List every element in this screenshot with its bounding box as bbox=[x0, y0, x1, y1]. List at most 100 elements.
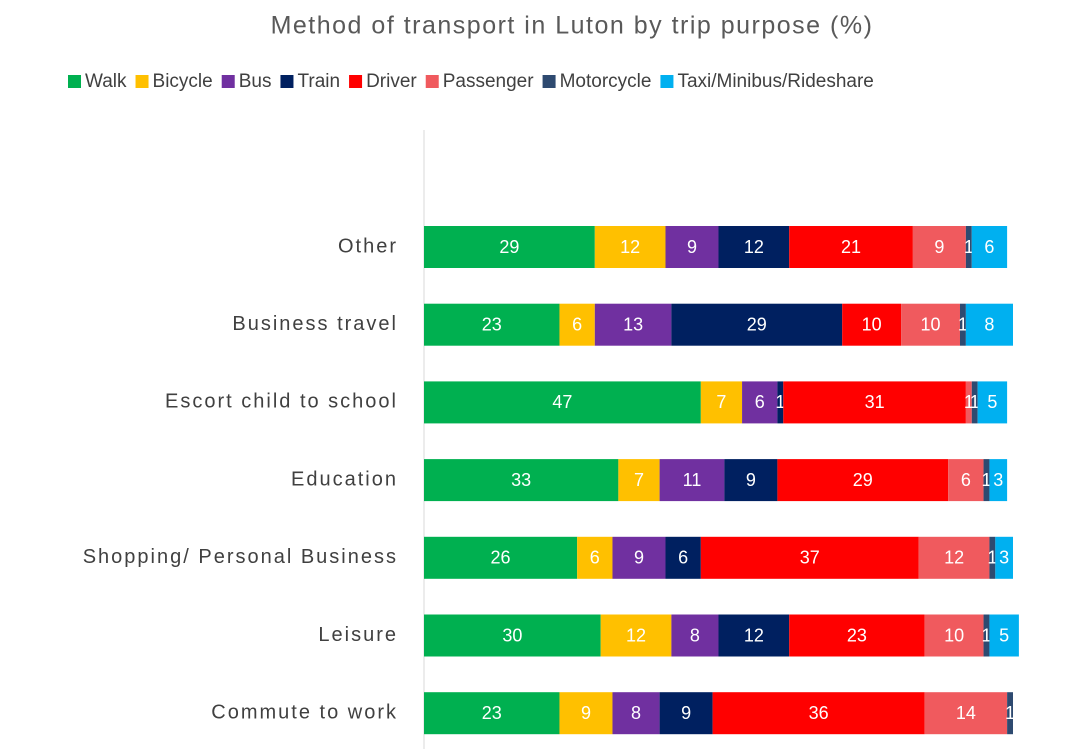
bar-segment bbox=[924, 692, 1008, 735]
data-label: 9 bbox=[634, 548, 644, 568]
category-label: Leisure bbox=[318, 624, 398, 646]
category-label: Other bbox=[338, 235, 398, 257]
bar-segment bbox=[559, 303, 595, 346]
data-label: 9 bbox=[681, 703, 691, 723]
data-label: 6 bbox=[984, 237, 994, 257]
bar-segment bbox=[594, 303, 672, 346]
data-label: 10 bbox=[862, 314, 882, 334]
data-label: 12 bbox=[744, 237, 764, 257]
data-label: 47 bbox=[552, 392, 572, 412]
legend-swatch bbox=[221, 75, 235, 88]
data-label: 6 bbox=[755, 392, 765, 412]
data-label: 1 bbox=[1005, 703, 1015, 723]
data-label: 33 bbox=[511, 470, 531, 490]
bar-segment bbox=[971, 226, 1008, 268]
bar-segment bbox=[959, 303, 966, 346]
bar-segment bbox=[577, 536, 613, 579]
bar-segment bbox=[724, 459, 778, 502]
bar-segment bbox=[718, 226, 790, 268]
data-label: 26 bbox=[491, 548, 511, 568]
bar-segment bbox=[700, 381, 743, 424]
data-label: 31 bbox=[865, 392, 885, 412]
data-label: 21 bbox=[841, 237, 861, 257]
bar-segment bbox=[1007, 692, 1013, 735]
legend-label: Motorcycle bbox=[560, 71, 652, 92]
category-label: Business travel bbox=[232, 313, 398, 335]
data-label: 8 bbox=[984, 314, 994, 334]
bar-segment bbox=[671, 614, 719, 657]
data-label: 3 bbox=[999, 548, 1009, 568]
bar-segment bbox=[659, 459, 725, 502]
bar-segment bbox=[948, 459, 984, 502]
bar-segment bbox=[989, 459, 1008, 502]
bar-segment bbox=[424, 536, 578, 579]
legend-label: Taxi/Minibus/Rideshare bbox=[677, 71, 873, 92]
data-label: 5 bbox=[999, 625, 1009, 645]
legend-label: Bicycle bbox=[153, 71, 213, 92]
data-label: 9 bbox=[687, 237, 697, 257]
bar-segment bbox=[424, 381, 701, 424]
bar-segment bbox=[612, 692, 660, 735]
data-label: 12 bbox=[620, 237, 640, 257]
data-label: 1 bbox=[964, 237, 974, 257]
data-label: 1 bbox=[970, 392, 980, 412]
data-label: 8 bbox=[690, 625, 700, 645]
bar-segment bbox=[612, 536, 666, 579]
bar-segment bbox=[965, 381, 972, 424]
bar-segment bbox=[665, 536, 701, 579]
data-label: 7 bbox=[716, 392, 726, 412]
data-label: 5 bbox=[987, 392, 997, 412]
data-label: 6 bbox=[590, 548, 600, 568]
category-label: Escort child to school bbox=[165, 391, 398, 413]
legend-swatch bbox=[349, 75, 363, 88]
bar-segment bbox=[424, 614, 601, 657]
bar-segment bbox=[424, 459, 619, 502]
data-label: 1 bbox=[987, 548, 997, 568]
data-label: 29 bbox=[499, 237, 519, 257]
data-label: 1 bbox=[775, 392, 785, 412]
bar-segment bbox=[559, 692, 613, 735]
data-label: 23 bbox=[482, 314, 502, 334]
legend-label: Driver bbox=[366, 71, 417, 92]
data-label: 12 bbox=[626, 625, 646, 645]
data-label: 1 bbox=[981, 470, 991, 490]
data-label: 3 bbox=[993, 470, 1003, 490]
data-label: 7 bbox=[634, 470, 644, 490]
bar-segment bbox=[989, 614, 1019, 657]
data-label: 9 bbox=[934, 237, 944, 257]
data-label: 36 bbox=[809, 703, 829, 723]
legend-swatch bbox=[135, 75, 149, 88]
data-label: 29 bbox=[853, 470, 873, 490]
data-label: 12 bbox=[744, 625, 764, 645]
bar-segment bbox=[789, 226, 913, 268]
bar-segment bbox=[671, 303, 843, 346]
bar-segment bbox=[983, 459, 990, 502]
legend-swatch bbox=[425, 75, 439, 88]
bar-segment bbox=[901, 303, 960, 346]
bar-segment bbox=[424, 303, 560, 346]
data-label: 10 bbox=[944, 625, 964, 645]
data-label: 12 bbox=[944, 548, 964, 568]
category-label: Shopping/ Personal Business bbox=[83, 546, 398, 568]
data-label: 11 bbox=[683, 470, 702, 490]
data-label: 10 bbox=[921, 314, 941, 334]
category-label: Education bbox=[291, 468, 398, 490]
data-label: 29 bbox=[747, 314, 767, 334]
bar-segment bbox=[742, 381, 778, 424]
bar-segment bbox=[918, 536, 990, 579]
data-label: 23 bbox=[482, 703, 502, 723]
data-label: 9 bbox=[746, 470, 756, 490]
data-label: 1 bbox=[958, 314, 968, 334]
legend-label: Walk bbox=[85, 71, 127, 92]
data-label: 6 bbox=[678, 548, 688, 568]
bar-segment bbox=[594, 226, 666, 268]
bar-segment bbox=[971, 381, 978, 424]
legend-swatch bbox=[660, 75, 674, 88]
bar-segment bbox=[977, 381, 1008, 424]
data-label: 30 bbox=[502, 625, 522, 645]
bar-segment bbox=[718, 614, 790, 657]
bar-segment bbox=[600, 614, 672, 657]
legend-label: Bus bbox=[239, 71, 272, 92]
bar-segment bbox=[924, 614, 984, 657]
category-label: Commute to work bbox=[211, 701, 398, 723]
